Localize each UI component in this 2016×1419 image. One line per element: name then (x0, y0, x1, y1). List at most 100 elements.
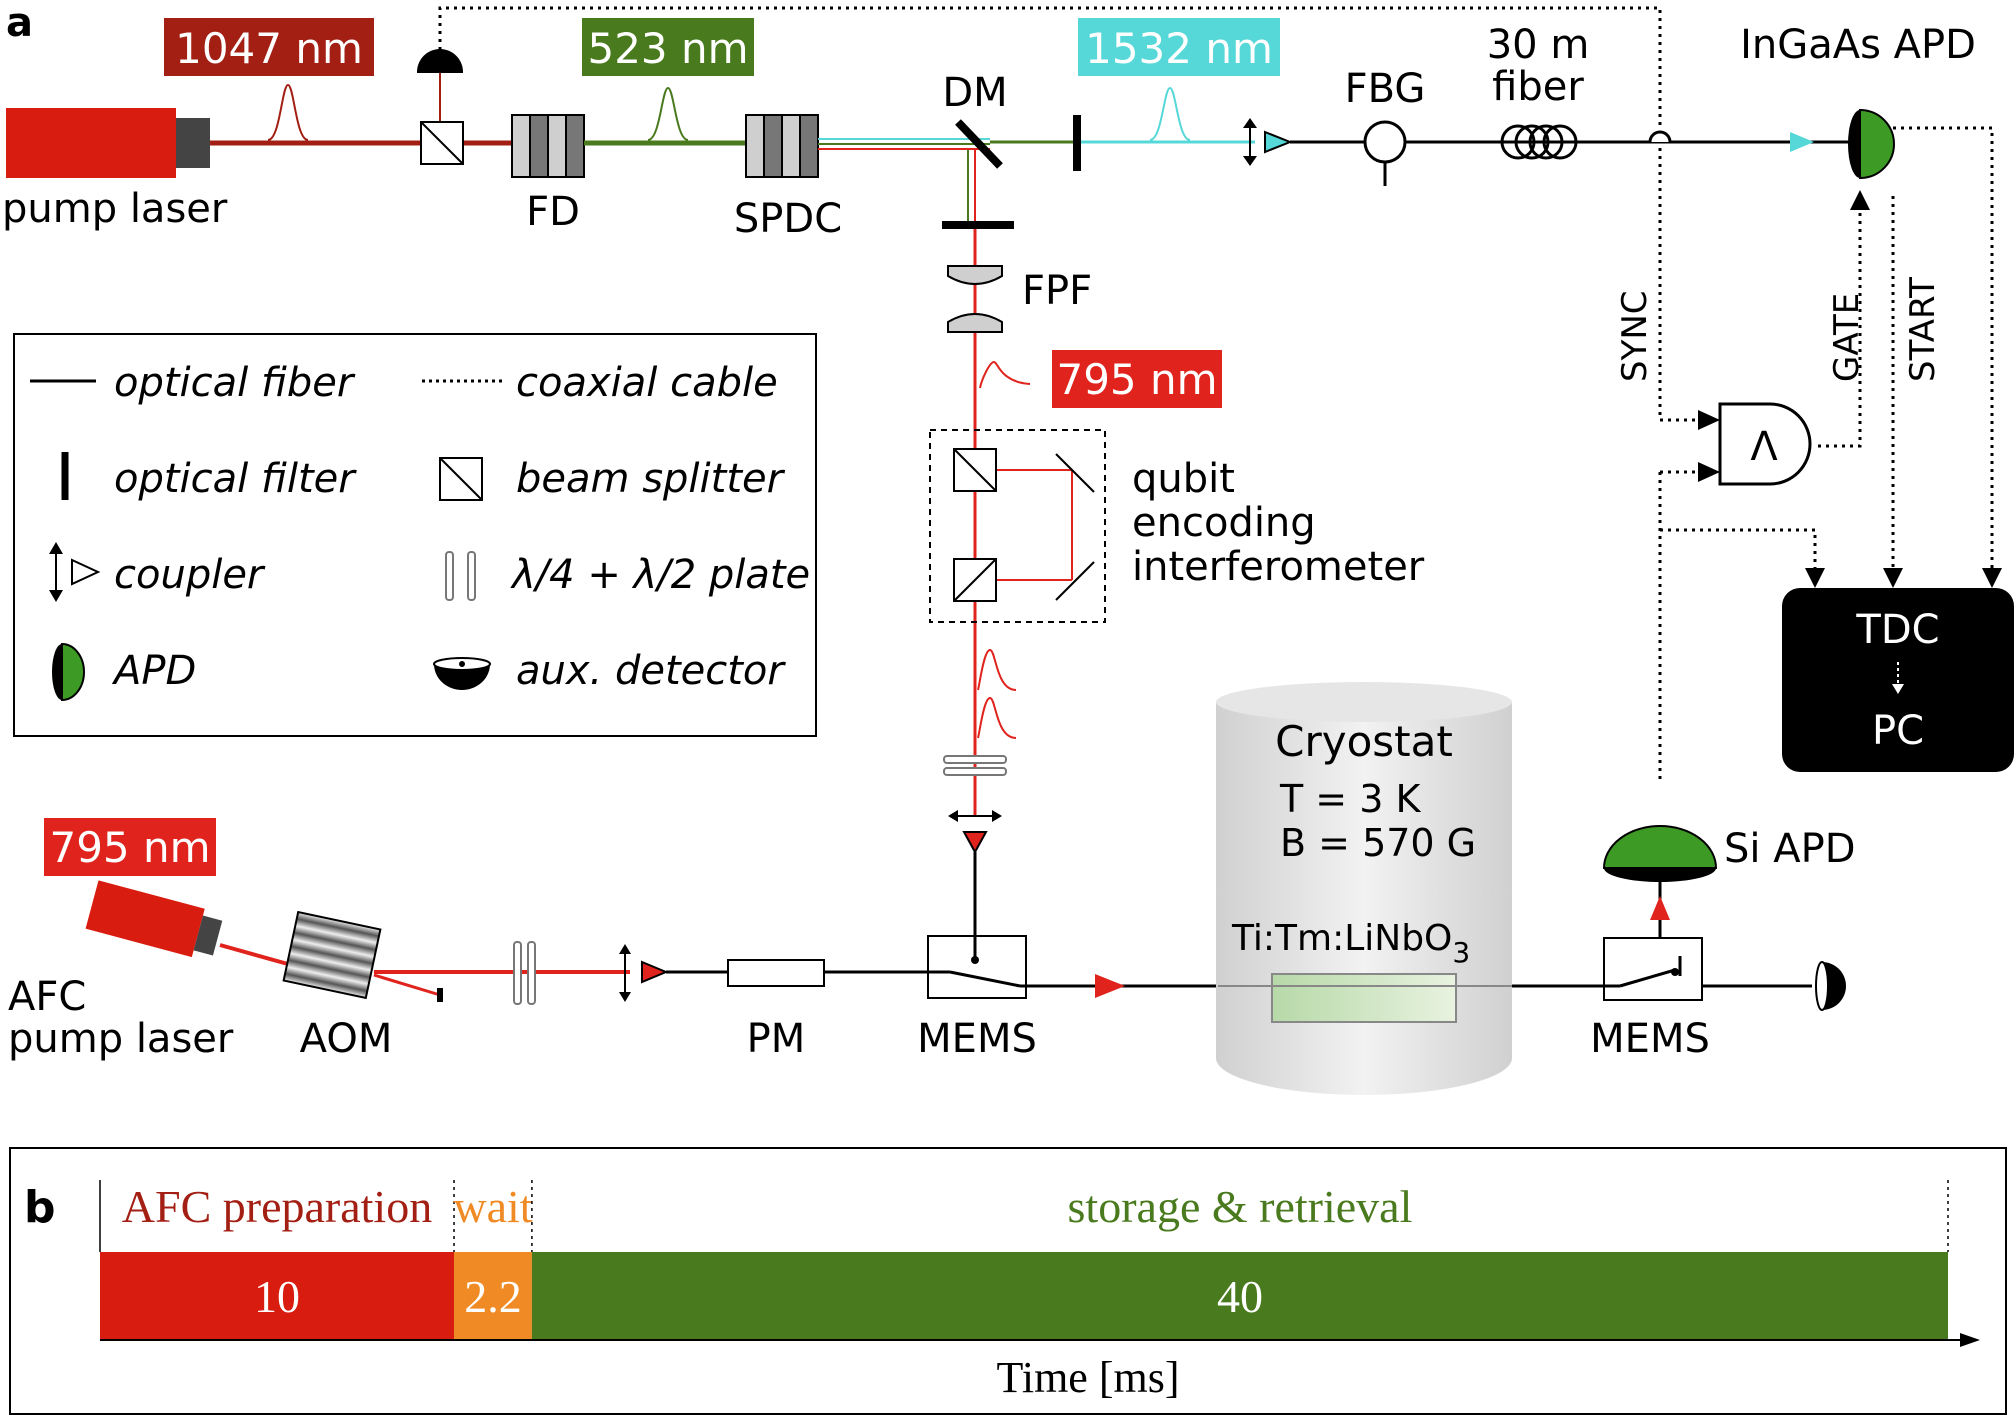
qubit-label-2: encoding (1132, 500, 1316, 546)
timeline-bar-0 (100, 1252, 455, 1340)
qubit-label-3: interferometer (1132, 544, 1425, 590)
legend-coaxial-cable: coaxial cable (516, 360, 778, 406)
fd-crystal (511, 114, 585, 178)
fpf-label: FPF (1022, 268, 1092, 314)
fiber-spool-icon (1500, 124, 1578, 160)
time-axis-arrow (1960, 1333, 1980, 1347)
legend-apd: APD (111, 648, 196, 694)
spdc-crystal (745, 114, 819, 178)
panel-b-label: b (24, 1182, 56, 1233)
sync-label: SYNC (1615, 290, 1655, 382)
fpf-cavity (947, 265, 1003, 333)
si-apd-label: Si APD (1724, 826, 1856, 872)
pulse-795-top (979, 360, 1031, 389)
timeline-category-0: AFC preparation (122, 1181, 432, 1232)
mems-left-label: MEMS (917, 1016, 1037, 1062)
gate-label: GATE (1827, 293, 1867, 382)
legend-coupler: coupler (114, 552, 266, 598)
dm-label: DM (942, 70, 1007, 116)
wavelength-795-bottom-box (44, 818, 216, 876)
waveplates-vertical (943, 755, 1007, 776)
wavelength-1047: 1047 nm (175, 24, 363, 73)
wavelength-795-top: 795 nm (1056, 355, 1217, 404)
aux-detector-right-icon (1815, 961, 1846, 1011)
fbg-label: FBG (1345, 66, 1426, 112)
beam-splitter-top (420, 121, 464, 165)
mems-switch-left (927, 935, 1027, 999)
crystal-label: Ti:Tm:LiNbO3 (1231, 918, 1470, 969)
pump-laser (6, 108, 176, 178)
legend-beam-splitter-icon (439, 457, 483, 501)
crystal-sample (1271, 973, 1457, 1023)
coupler-horizontal (619, 944, 669, 1002)
afc-label-2: pump laser (8, 1016, 234, 1062)
wavelength-523-box (582, 18, 754, 76)
legend-optical-filter: optical filter (114, 456, 357, 502)
pulse-1047 (267, 83, 309, 141)
ingaas-apd-icon (1848, 108, 1895, 180)
waveplates-horizontal (513, 941, 536, 1005)
timeline-category-2: storage & retrieval (1068, 1181, 1413, 1232)
fiber-length: 30 m (1487, 22, 1590, 68)
legend-optical-fiber: optical fiber (114, 360, 356, 406)
wavelength-1532: 1532 nm (1085, 24, 1273, 73)
si-apd-icon (1602, 825, 1718, 882)
tdc-label: TDC (1855, 607, 1939, 653)
aom-crystal (282, 910, 382, 1000)
pulse-1532 (1149, 86, 1191, 141)
time-axis-label: Time [ms] (997, 1353, 1180, 1402)
legend-apd-icon (52, 642, 85, 702)
timeline-chart: 10 AFC preparation 2.2 wait 40 storage & retr… (99, 1180, 1949, 1340)
mems-right-label: MEMS (1590, 1016, 1710, 1062)
and-gate-symbol: Λ (1750, 424, 1778, 470)
wavelength-1532-box (1078, 18, 1280, 76)
timeline-bar-2 (531, 1252, 1949, 1340)
wavelength-795-bottom: 795 nm (49, 823, 210, 872)
legend-coupler-icon (49, 542, 101, 602)
legend-aux-detector-icon (433, 657, 491, 690)
dichroic-mirror (955, 119, 1003, 169)
pc-label: PC (1872, 708, 1924, 754)
panel-a-label: a (6, 0, 33, 46)
coupler-telecom (1243, 118, 1293, 166)
timeline-value-1: 2.2 (464, 1271, 522, 1322)
and-gate (1698, 402, 1812, 486)
afc-pump-laser (85, 880, 223, 958)
aom-label: AOM (300, 1016, 393, 1062)
qubit-label-1: qubit (1132, 456, 1235, 502)
legend-beam-splitter: beam splitter (516, 456, 786, 502)
ingaas-apd-label: InGaAs APD (1740, 22, 1976, 68)
legend-box (13, 333, 817, 737)
legend-waveplate-icon (445, 551, 476, 601)
coaxial-sync-line (438, 6, 1994, 780)
pulse-timebin (977, 648, 1017, 739)
legend-aux-detector: aux. detector (516, 648, 786, 694)
timeline-category-1: wait (453, 1181, 532, 1232)
timeline-bar-1 (454, 1252, 532, 1340)
pump-laser-label: pump laser (2, 186, 228, 232)
temperature-label: T = 3 K (1279, 777, 1421, 821)
fiber-label: fiber (1492, 64, 1584, 110)
field-label: B = 570 G (1280, 821, 1476, 865)
coupler-vertical (948, 810, 1002, 855)
wavelength-523: 523 nm (587, 24, 748, 73)
fbg (1363, 120, 1407, 164)
spdc-label: SPDC (734, 196, 842, 242)
timeline-value-0: 10 (254, 1271, 300, 1322)
interferometer-beam-splitters (953, 448, 997, 602)
pulse-523 (647, 86, 689, 141)
fd-label: FD (526, 189, 580, 235)
legend-plates: λ/4 + λ/2 plate (510, 552, 810, 598)
wavelength-1047-box (164, 18, 374, 76)
timeline-value-2: 40 (1217, 1271, 1263, 1322)
aux-detector-icon (417, 49, 463, 72)
cryostat-label: Cryostat (1275, 717, 1453, 766)
start-label: START (1903, 277, 1943, 382)
interferometer-box (929, 429, 1106, 623)
wavelength-795-top-box (1052, 350, 1222, 408)
afc-label-1: AFC (8, 974, 86, 1020)
mems-switch-right (1603, 937, 1703, 1001)
phase-modulator (727, 959, 825, 987)
pm-label: PM (747, 1016, 806, 1062)
